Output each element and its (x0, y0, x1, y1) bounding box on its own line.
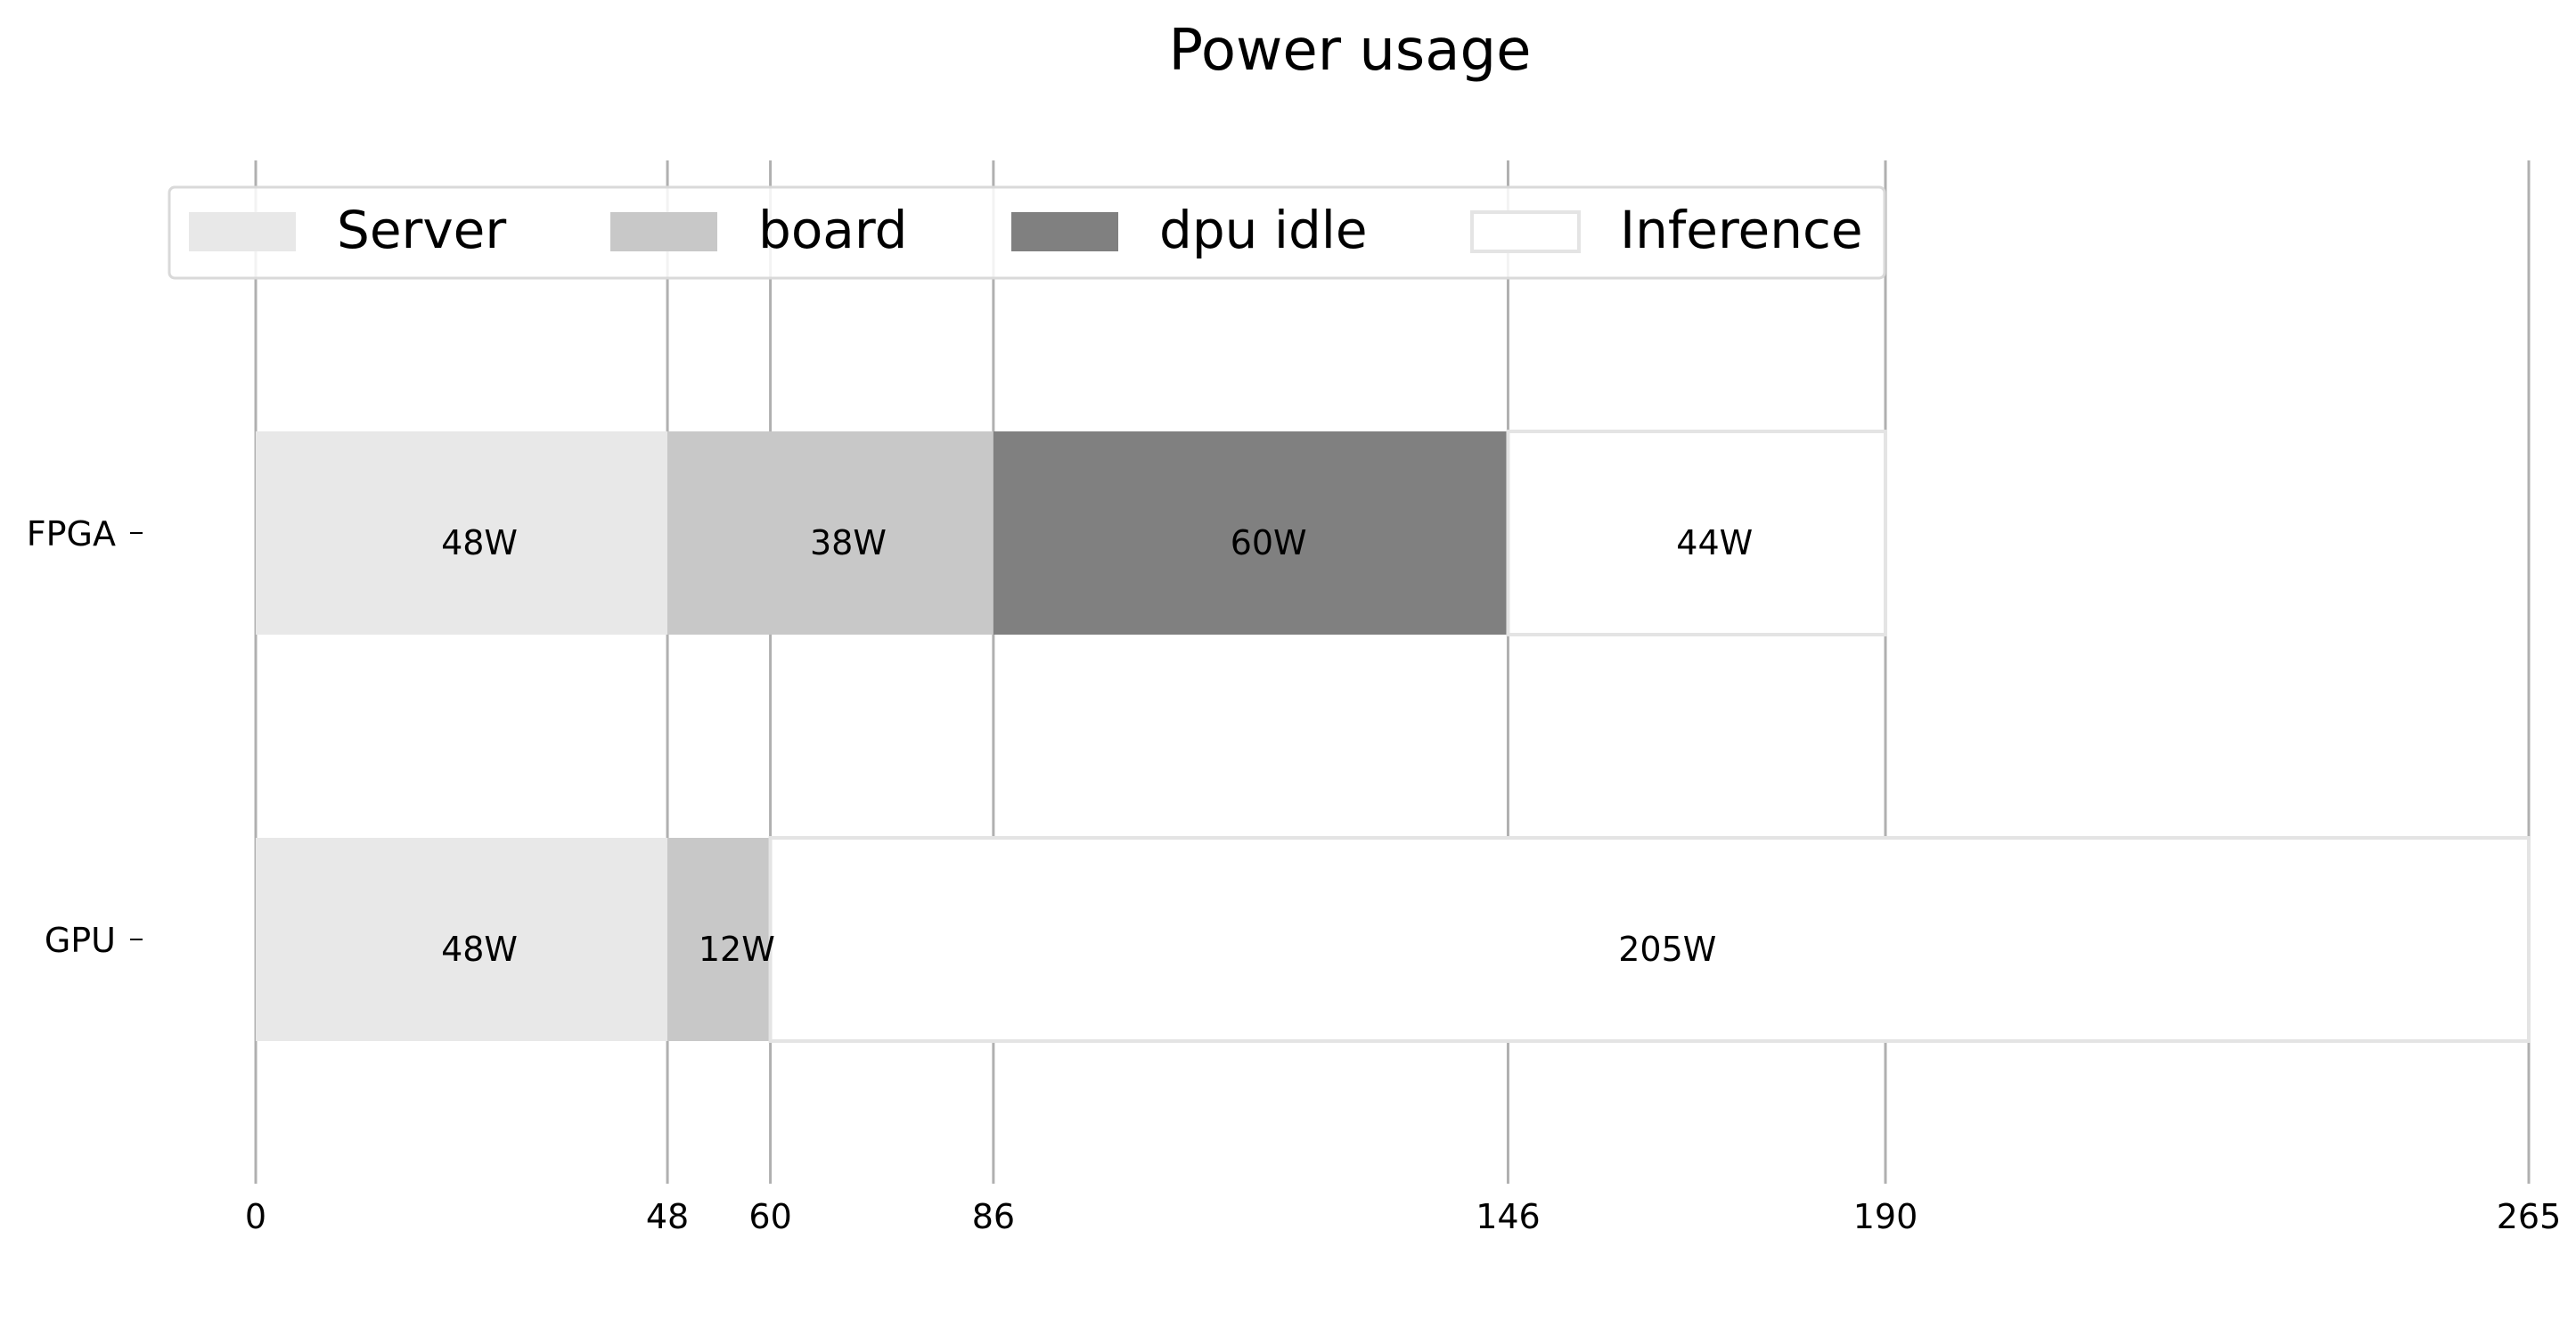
legend-swatch-inference (1470, 210, 1581, 253)
x-tick-label-2: 60 (748, 1197, 791, 1236)
bar-fpga-inference (1506, 430, 1888, 636)
bar-gpu-board (667, 838, 771, 1041)
bar-label-fpga-3: 44W (1676, 523, 1753, 562)
bar-label-fpga-1: 38W (810, 523, 887, 562)
bar-fpga-server (256, 431, 668, 635)
bar-label-gpu-0: 48W (441, 930, 518, 969)
legend-swatch-dpu-idle (1011, 212, 1118, 251)
x-tick-label-4: 146 (1476, 1197, 1541, 1236)
y-tick-label-fpga: FPGA (27, 514, 116, 554)
x-tick-label-0: 0 (245, 1197, 266, 1236)
chart-title: Power usage (1169, 18, 1532, 84)
bar-gpu-inference (768, 836, 2531, 1043)
bar-label-gpu-1: 12W (699, 930, 775, 969)
legend-label-server: Server (337, 200, 506, 260)
y-tick-label-gpu: GPU (45, 921, 116, 960)
x-tick-label-6: 265 (2497, 1197, 2562, 1236)
x-tick-label-5: 190 (1853, 1197, 1918, 1236)
x-axis: 0 48 60 86 146 190 265 (245, 1197, 2561, 1236)
gridlines (254, 160, 2531, 1184)
bars (256, 430, 2531, 1043)
legend: Server board dpu idle Inference (168, 185, 1886, 280)
legend-label-board: board (758, 200, 908, 260)
legend-label-inference: Inference (1620, 200, 1863, 260)
legend-swatch-server (189, 212, 296, 251)
bar-label-gpu-3: 205W (1618, 930, 1716, 969)
legend-swatch-board (610, 212, 717, 251)
bar-label-fpga-2: 60W (1231, 523, 1307, 562)
bar-fpga-board (667, 431, 994, 635)
x-tick-label-1: 48 (646, 1197, 689, 1236)
bar-labels: 48W 38W 60W 44W 48W 12W 205W (441, 523, 1753, 969)
legend-label-dpu-idle: dpu idle (1159, 200, 1368, 260)
bar-label-fpga-0: 48W (441, 523, 518, 562)
x-tick-label-3: 86 (972, 1197, 1015, 1236)
bar-gpu-server (256, 838, 668, 1041)
y-axis: FPGA GPU (27, 514, 143, 960)
bar-fpga-dpu-idle (993, 431, 1509, 635)
